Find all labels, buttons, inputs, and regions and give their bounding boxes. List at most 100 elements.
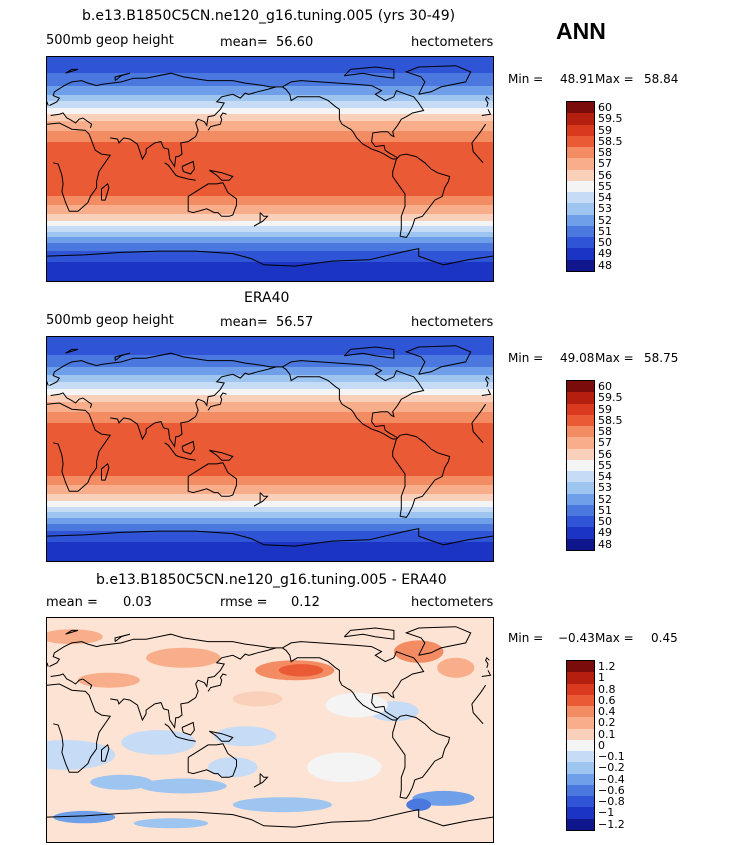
contour-band	[47, 150, 493, 152]
colorbar-swatch	[567, 102, 594, 114]
contour-band	[47, 111, 493, 113]
contour-band	[47, 254, 493, 256]
coastline	[343, 627, 395, 640]
contour-band	[47, 532, 493, 534]
coastline	[471, 684, 487, 705]
contour-band	[47, 231, 493, 233]
contour-band	[47, 551, 493, 553]
contour-band	[47, 278, 493, 280]
contour-band	[47, 506, 493, 508]
contour-band	[47, 167, 493, 169]
colorbar-obs	[566, 380, 595, 551]
contour-band	[47, 182, 493, 184]
contour-band	[47, 445, 493, 447]
colorbar-tick-label: 58	[598, 146, 612, 159]
contour-band	[47, 184, 493, 186]
contour-band	[47, 546, 493, 548]
contour-band	[47, 152, 493, 154]
colorbar-swatch	[567, 471, 594, 483]
coastline	[110, 647, 277, 729]
map-obs-svg	[47, 337, 493, 561]
coastline	[481, 670, 492, 677]
coastline	[47, 527, 493, 547]
contour-band	[47, 259, 493, 261]
contour-band	[47, 465, 493, 467]
contour-band	[47, 430, 493, 432]
coastline	[471, 142, 484, 164]
contour-band	[47, 365, 493, 367]
colorbar-swatch	[567, 259, 594, 271]
contour-band	[47, 180, 493, 182]
colorbar-tick-label: 48	[598, 258, 612, 272]
contour-band	[47, 461, 493, 463]
colorbar-swatch	[567, 225, 594, 237]
contour-band	[47, 489, 493, 491]
contour-band	[47, 458, 493, 460]
contour-band	[47, 534, 493, 536]
colorbar-swatch	[567, 237, 594, 249]
contour-band	[47, 367, 493, 369]
contour-band	[47, 58, 493, 60]
contour-band	[47, 130, 493, 132]
contour-band	[47, 94, 493, 96]
colorbar-tick-label: −1	[598, 806, 615, 820]
contour-region	[121, 730, 196, 755]
colorbar-tick-label: 48	[598, 537, 612, 551]
colorbar-tick-label: 0.4	[598, 705, 616, 718]
contour-band	[47, 340, 493, 342]
coastline	[485, 656, 490, 668]
coastline	[471, 703, 484, 725]
contour-band	[47, 429, 493, 431]
contour-band	[47, 190, 493, 192]
contour-band	[47, 533, 493, 535]
contour-band	[47, 199, 493, 201]
colorbar-tick-label: 59.5	[598, 391, 623, 405]
colorbar-swatch	[567, 694, 594, 706]
contour-band	[47, 540, 493, 542]
contour-band	[47, 417, 493, 419]
coastline	[178, 737, 196, 742]
contour-band	[47, 65, 493, 67]
contour-band	[47, 527, 493, 529]
contour-band	[47, 385, 493, 387]
contour-band	[47, 95, 493, 97]
coastline	[282, 80, 425, 160]
colorbar-swatch	[567, 728, 594, 740]
contour-band	[47, 382, 493, 384]
contour-band	[47, 237, 493, 239]
colorbar-swatch	[567, 504, 594, 516]
contour-band	[47, 416, 493, 418]
contour-band	[47, 400, 493, 402]
contour-band	[47, 107, 493, 109]
contour-band	[47, 446, 493, 448]
contour-band	[47, 537, 493, 539]
contour-band	[47, 509, 493, 511]
coastline	[47, 247, 493, 267]
contour-band	[47, 263, 493, 265]
contour-band	[47, 408, 493, 410]
contour-band	[47, 157, 493, 159]
contour-band	[47, 419, 493, 421]
contour-band	[47, 501, 493, 503]
coastline	[47, 101, 49, 106]
contour-band	[47, 560, 493, 561]
contour-band	[47, 359, 493, 361]
coastline	[392, 714, 451, 799]
contour-band	[47, 410, 493, 412]
contour-band	[47, 371, 493, 373]
coastline	[253, 212, 269, 227]
coastline	[50, 112, 93, 129]
contour-band	[47, 271, 493, 273]
contour-band	[47, 103, 493, 105]
contour-band	[47, 379, 493, 381]
contour-band	[47, 394, 493, 396]
colorbar-swatch	[567, 203, 594, 215]
contour-band	[47, 344, 493, 346]
contour-band	[47, 362, 493, 364]
contour-band	[47, 61, 493, 63]
contour-band	[47, 77, 493, 79]
contour-band	[47, 553, 493, 555]
contour-band	[47, 148, 493, 150]
contour-band	[47, 528, 493, 530]
colorbar-tick-label: 52	[598, 492, 612, 506]
